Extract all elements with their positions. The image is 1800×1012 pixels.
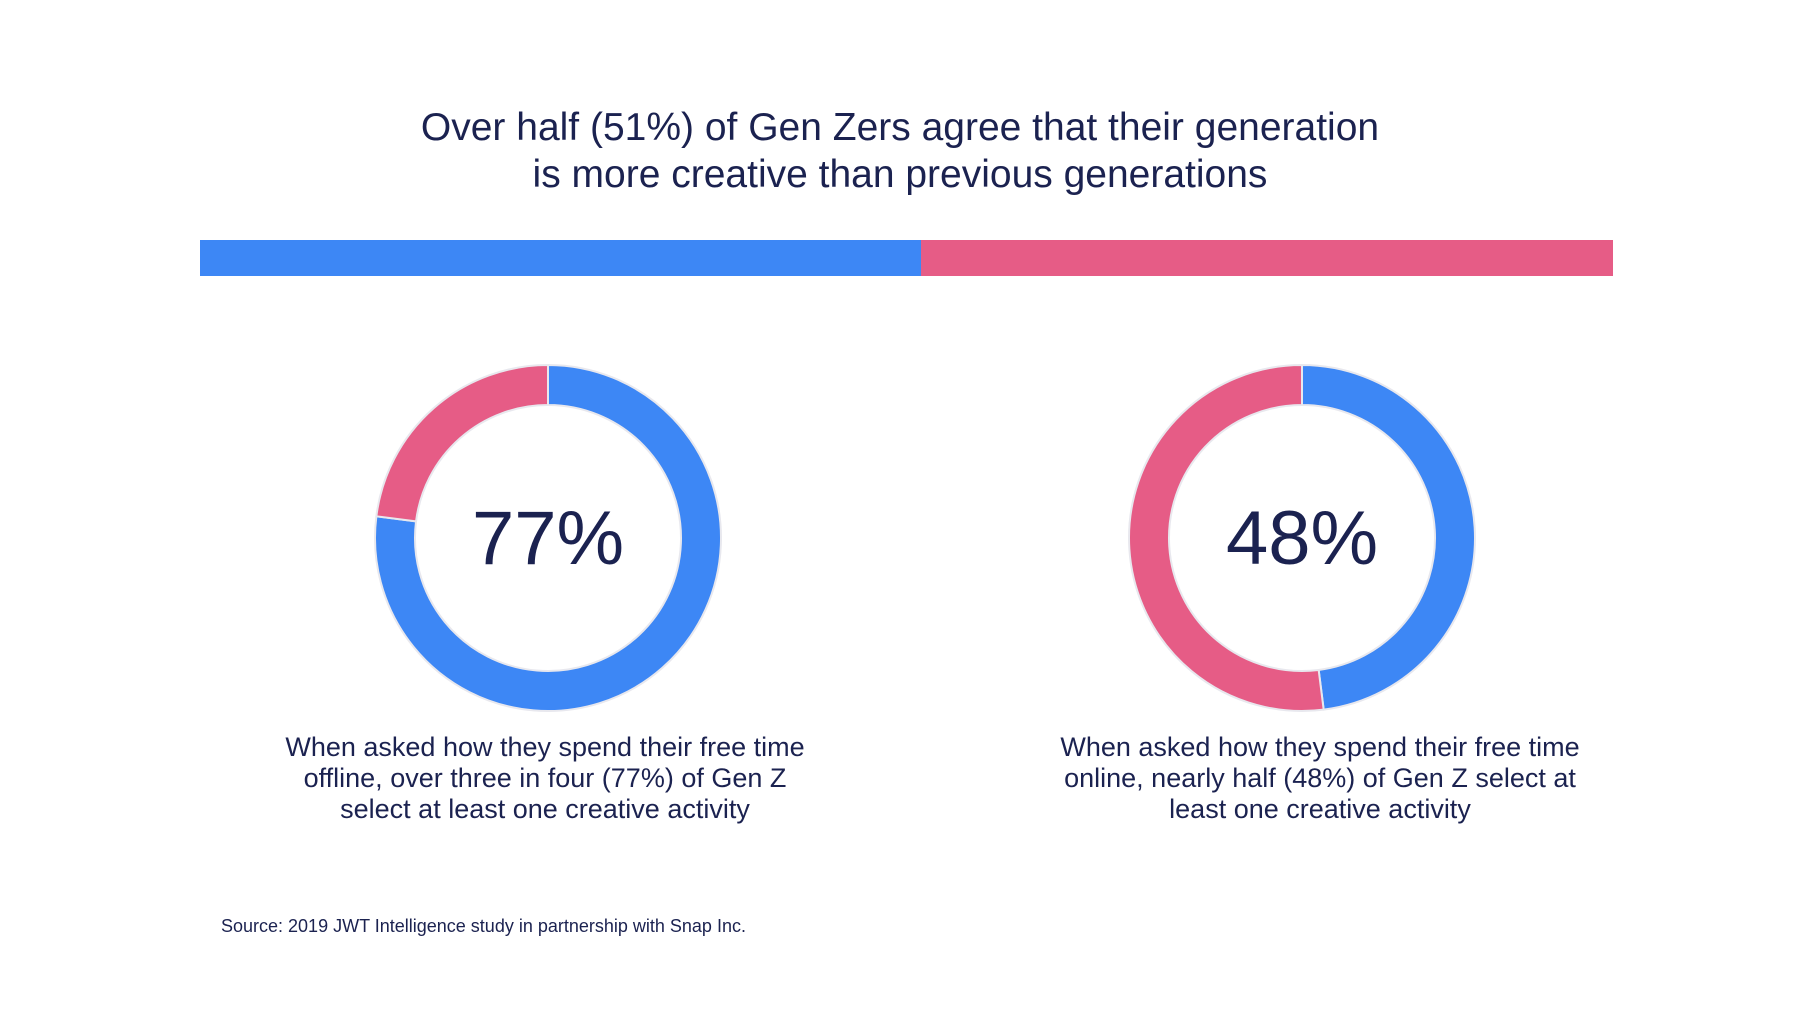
online-caption: When asked how they spend their free tim… — [1000, 732, 1640, 825]
online-caption-line: online, nearly half (48%) of Gen Z selec… — [1064, 763, 1576, 793]
offline-donut-segment-blue — [374, 363, 722, 712]
offline-donut-chart: 77% — [373, 363, 723, 713]
offline-caption: When asked how they spend their free tim… — [225, 732, 865, 825]
online-caption-line: When asked how they spend their free tim… — [1060, 732, 1580, 762]
online-donut-svg — [1128, 363, 1477, 712]
offline-caption-line: When asked how they spend their free tim… — [285, 732, 805, 762]
source-note: Source: 2019 JWT Intelligence study in p… — [221, 916, 746, 936]
offline-donut-segment-pink — [375, 363, 549, 523]
offline-donut-center-label: 77% — [471, 495, 625, 581]
offline-donut-svg — [374, 363, 722, 712]
split-bar-segment-pink — [920, 240, 1613, 276]
chart-title: Over half (51%) of Gen Zers agree that t… — [0, 104, 1800, 198]
online-donut-segment-blue — [1301, 363, 1477, 711]
chart-title-line: Over half (51%) of Gen Zers agree that t… — [420, 106, 1380, 149]
online-donut-chart: 48% — [1127, 363, 1477, 713]
online-donut-segment-pink — [1128, 363, 1325, 712]
split-bar-segment-blue — [200, 240, 921, 276]
chart-title-line: is more creative than previous generatio… — [532, 153, 1268, 196]
offline-caption-line: select at least one creative activity — [340, 794, 750, 824]
agree-split-bar — [200, 240, 1613, 276]
online-caption-line: least one creative activity — [1169, 794, 1471, 824]
online-donut-center-label: 48% — [1225, 495, 1379, 581]
offline-caption-line: offline, over three in four (77%) of Gen… — [303, 763, 787, 793]
